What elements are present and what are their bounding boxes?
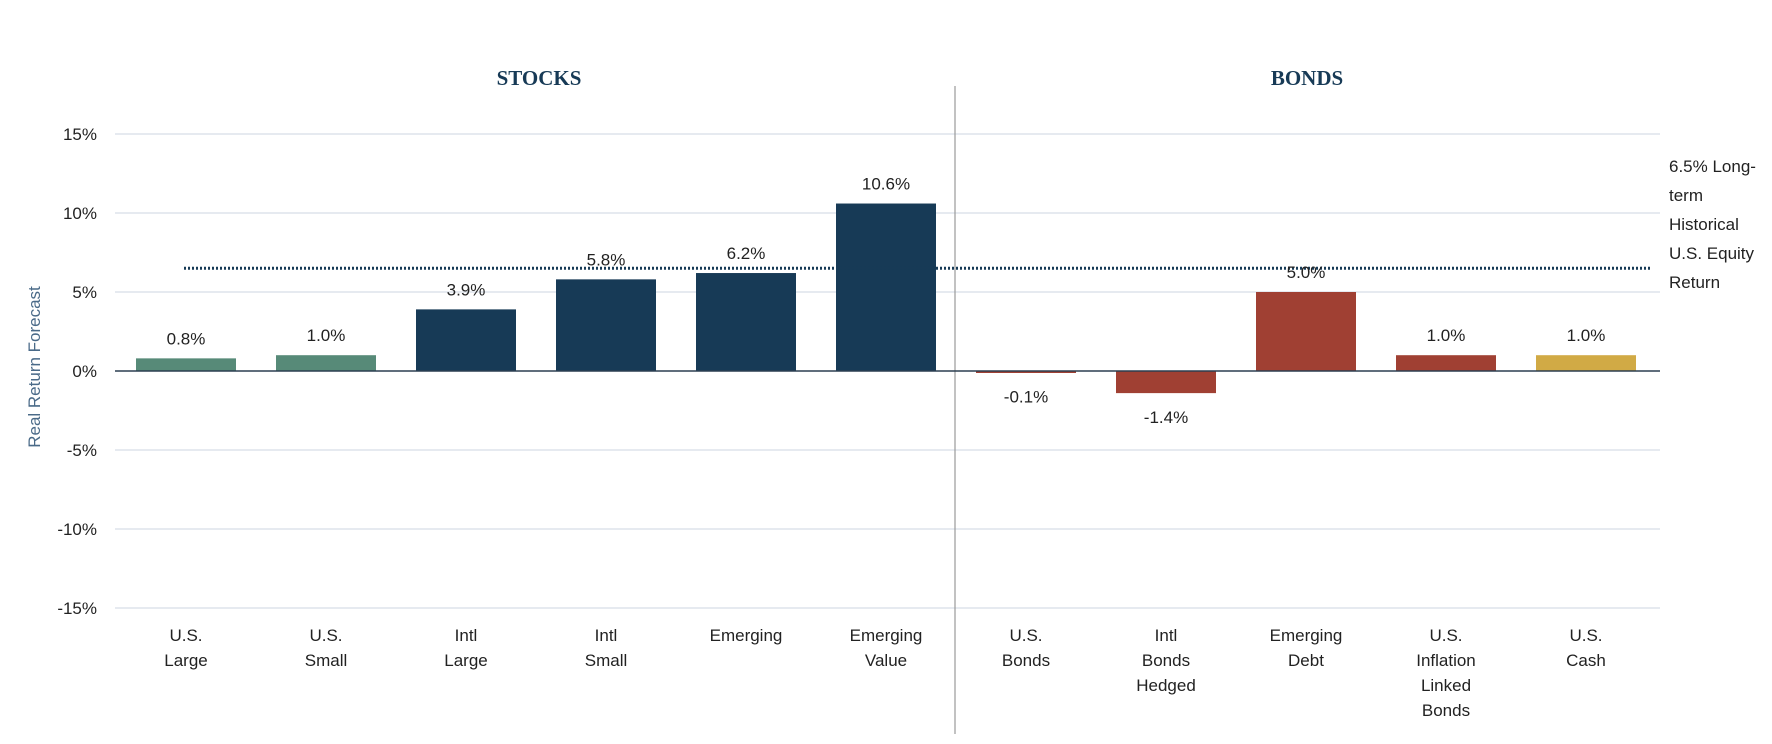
category-label: Emerging bbox=[1270, 626, 1343, 645]
category-label: Intl bbox=[455, 626, 478, 645]
y-tick-label: -5% bbox=[67, 441, 97, 460]
bar bbox=[1256, 292, 1356, 371]
category-label: Emerging bbox=[850, 626, 923, 645]
category-label: Small bbox=[585, 651, 628, 670]
category-label: Bonds bbox=[1422, 701, 1470, 720]
category-labels: U.S. Large U.S. Small Intl Large Intl Small Emer… bbox=[164, 626, 1606, 720]
data-labels: 0.8% 1.0% 3.9% 5.8% 6.2% 10.6% -0.1% -1.4% 5.0% 1… bbox=[167, 175, 1606, 428]
category-label: Inflation bbox=[1416, 651, 1476, 670]
category-label: Large bbox=[444, 651, 487, 670]
category-label: Emerging bbox=[710, 626, 783, 645]
category-label: Hedged bbox=[1136, 676, 1196, 695]
category-label: Intl bbox=[595, 626, 618, 645]
y-tick-label: 15% bbox=[63, 125, 97, 144]
y-tick-label: -10% bbox=[57, 520, 97, 539]
bar bbox=[696, 273, 796, 371]
annotation-line: Return bbox=[1669, 273, 1720, 292]
data-label: 1.0% bbox=[307, 326, 346, 345]
category-label: U.S. bbox=[309, 626, 342, 645]
y-axis: 15% 10% 5% 0% -5% -10% -15% bbox=[57, 125, 97, 618]
bar bbox=[556, 279, 656, 371]
category-label: U.S. bbox=[1009, 626, 1042, 645]
bar bbox=[976, 371, 1076, 373]
data-label: 1.0% bbox=[1427, 326, 1466, 345]
section-title-bonds: BONDS bbox=[1271, 66, 1343, 90]
category-label: Large bbox=[164, 651, 207, 670]
annotation-line: term bbox=[1669, 186, 1703, 205]
data-label: 5.8% bbox=[587, 250, 626, 269]
category-label: U.S. bbox=[1429, 626, 1462, 645]
data-label: 0.8% bbox=[167, 329, 206, 348]
y-tick-label: -15% bbox=[57, 599, 97, 618]
bar bbox=[1396, 355, 1496, 371]
annotation-line: Historical bbox=[1669, 215, 1739, 234]
y-tick-label: 10% bbox=[63, 204, 97, 223]
category-label: Small bbox=[305, 651, 348, 670]
data-label: 5.0% bbox=[1287, 263, 1326, 282]
category-label: Value bbox=[865, 651, 907, 670]
category-label: U.S. bbox=[1569, 626, 1602, 645]
y-tick-label: 5% bbox=[72, 283, 97, 302]
annotation-line: U.S. Equity bbox=[1669, 244, 1755, 263]
y-axis-title: Real Return Forecast bbox=[25, 286, 44, 448]
bars bbox=[136, 203, 1636, 394]
y-tick-label: 0% bbox=[72, 362, 97, 381]
category-label: Bonds bbox=[1002, 651, 1050, 670]
data-label: 6.2% bbox=[727, 244, 766, 263]
bar bbox=[136, 358, 236, 371]
category-label: Intl bbox=[1155, 626, 1178, 645]
bar bbox=[416, 309, 516, 371]
data-label: 3.9% bbox=[447, 280, 486, 299]
bar bbox=[836, 203, 936, 371]
category-label: Debt bbox=[1288, 651, 1324, 670]
data-label: 10.6% bbox=[862, 175, 910, 194]
data-label: -0.1% bbox=[1004, 388, 1048, 407]
bar bbox=[1536, 355, 1636, 371]
category-label: Bonds bbox=[1142, 651, 1190, 670]
section-title-stocks: STOCKS bbox=[497, 66, 582, 90]
category-label: Cash bbox=[1566, 651, 1606, 670]
bar bbox=[276, 355, 376, 371]
category-label: U.S. bbox=[169, 626, 202, 645]
bar bbox=[1116, 371, 1216, 394]
data-label: -1.4% bbox=[1144, 408, 1188, 427]
data-label: 1.0% bbox=[1567, 326, 1606, 345]
annotation-line: 6.5% Long- bbox=[1669, 157, 1756, 176]
category-label: Linked bbox=[1421, 676, 1471, 695]
reference-line-annotation: 6.5% Long-term Historical U.S. Equity Retur… bbox=[1669, 157, 1756, 292]
